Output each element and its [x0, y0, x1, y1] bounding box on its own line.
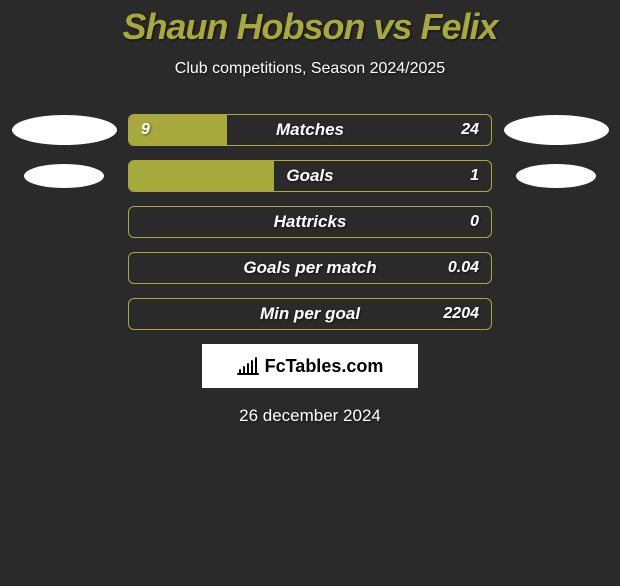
- bar-track: Goals1: [128, 160, 492, 192]
- bar-value-right: 1: [470, 161, 479, 191]
- chart-row: 9Matches24: [0, 114, 620, 146]
- bars-icon: [237, 357, 259, 375]
- bar-fill: [129, 161, 274, 191]
- bar-label: Goals per match: [129, 253, 491, 283]
- page-title: Shaun Hobson vs Felix: [0, 6, 620, 48]
- bar-label: Min per goal: [129, 299, 491, 329]
- bar-label: Hattricks: [129, 207, 491, 237]
- branding-text: FcTables.com: [265, 356, 384, 377]
- chart-row: Hattricks0: [0, 206, 620, 238]
- player-marker-left: [12, 115, 117, 145]
- chart-row: Goals1: [0, 160, 620, 192]
- bar-track: Goals per match0.04: [128, 252, 492, 284]
- comparison-chart: 9Matches24 Goals1 Hattricks0 Goals per matc…: [0, 114, 620, 330]
- player-marker-left: [24, 164, 104, 188]
- bar-value-right: 24: [461, 115, 479, 145]
- bar-value-right: 0: [470, 207, 479, 237]
- player-marker-right: [504, 115, 609, 145]
- left-slot: [0, 164, 128, 188]
- date-text: 26 december 2024: [0, 406, 620, 426]
- left-slot: [0, 115, 128, 145]
- subtitle: Club competitions, Season 2024/2025: [0, 60, 620, 78]
- bar-track: Min per goal2204: [128, 298, 492, 330]
- chart-row: Min per goal2204: [0, 298, 620, 330]
- chart-row: Goals per match0.04: [0, 252, 620, 284]
- right-slot: [492, 115, 620, 145]
- bar-track: 9Matches24: [128, 114, 492, 146]
- player-marker-right: [516, 164, 596, 188]
- bar-value-right: 0.04: [448, 253, 479, 283]
- branding-badge: FcTables.com: [202, 344, 418, 388]
- bar-track: Hattricks0: [128, 206, 492, 238]
- bar-value-left: 9: [141, 115, 150, 145]
- bar-value-right: 2204: [443, 299, 479, 329]
- right-slot: [492, 164, 620, 188]
